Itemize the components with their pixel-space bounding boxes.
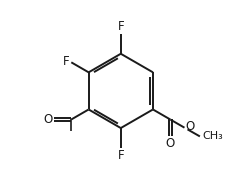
Text: F: F [117, 149, 124, 162]
Text: F: F [63, 56, 70, 69]
Text: O: O [165, 137, 174, 150]
Text: F: F [117, 20, 124, 33]
Text: O: O [184, 120, 194, 133]
Text: CH₃: CH₃ [201, 131, 222, 141]
Text: O: O [43, 113, 52, 126]
